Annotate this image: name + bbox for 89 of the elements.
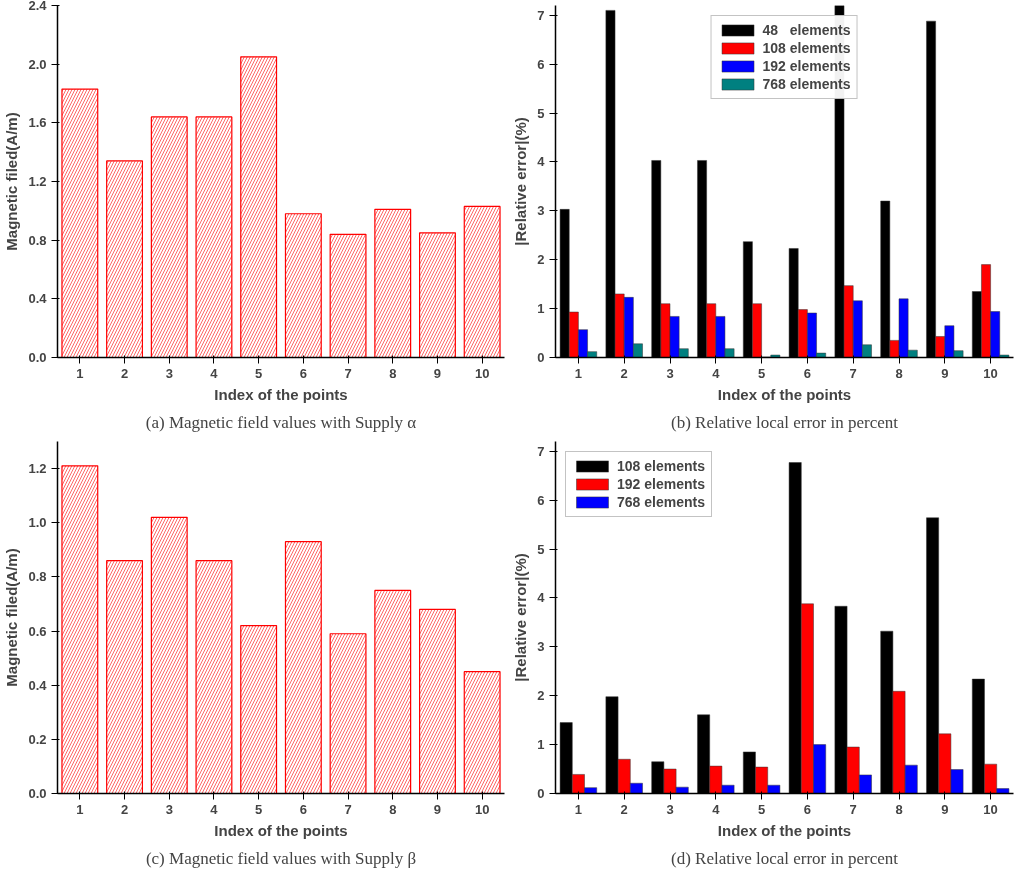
y-tick-label: 0.6	[28, 623, 47, 639]
x-tick-label: 6	[299, 801, 307, 817]
legend-label: 108 elements	[617, 458, 705, 474]
y-axis-title: |Relative error|(%)	[512, 553, 530, 682]
y-tick-label: 1.6	[28, 115, 47, 131]
legend-label: 768 elements	[762, 76, 851, 92]
y-tick-label: 5	[537, 541, 545, 557]
x-axis-title: Index of the points	[214, 821, 348, 839]
y-tick-label: 1.2	[28, 461, 47, 477]
x-tick-label: 5	[757, 365, 766, 381]
x-tick-label: 10	[983, 365, 998, 381]
y-axis-title: Magnetic filed(A/m)	[3, 548, 21, 687]
y-tick-label: 3	[537, 639, 545, 655]
x-tick-label: 9	[941, 365, 949, 381]
x-tick-label: 4	[210, 365, 219, 381]
y-tick-label: 0.8	[28, 232, 47, 248]
x-tick-label: 2	[620, 801, 628, 817]
y-tick-label: 2	[537, 252, 545, 268]
legend-label: 108 elements	[762, 40, 851, 56]
y-tick-label: 2.4	[28, 0, 48, 13]
y-tick-label: 7	[537, 7, 545, 23]
x-tick-label: 3	[666, 365, 674, 381]
y-tick-label: 0	[537, 786, 545, 801]
y-tick-label: 4	[537, 154, 546, 170]
legend-label: 768 elements	[617, 494, 705, 510]
x-axis-title: Index of the points	[717, 821, 852, 839]
x-tick-label: 3	[165, 801, 173, 817]
text: (c) Magnetic field values with Supply β	[145, 848, 417, 868]
x-tick-label: 6	[803, 365, 812, 381]
text: (a) Magnetic field values with Supply α	[145, 412, 417, 432]
x-tick-label: 8	[389, 365, 397, 381]
y-tick-label: 0.4	[28, 677, 48, 693]
y-tick-label: 2	[537, 688, 545, 704]
x-tick-label: 4	[210, 801, 219, 817]
y-tick-label: 0.0	[28, 786, 47, 801]
x-tick-label: 10	[983, 801, 998, 817]
y-tick-label: 0.2	[28, 731, 47, 747]
x-tick-label: 6	[299, 365, 307, 381]
x-tick-label: 9	[941, 801, 949, 817]
y-tick-label: 6	[537, 492, 545, 508]
x-tick-label: 3	[666, 801, 674, 817]
x-tick-label: 7	[849, 365, 857, 381]
x-tick-label: 4	[712, 365, 721, 381]
text: (b) Relative local error in percent	[670, 412, 899, 432]
x-tick-label: 5	[757, 801, 766, 817]
x-axis-title: Index of the points	[214, 385, 348, 403]
legend-label: 192 elements	[762, 58, 851, 74]
x-tick-label: 1	[76, 801, 84, 817]
y-tick-label: 4	[537, 590, 546, 606]
x-tick-label: 2	[620, 365, 628, 381]
y-tick-label: 0.8	[28, 569, 47, 585]
x-tick-label: 10	[474, 801, 490, 817]
x-tick-label: 1	[574, 365, 583, 381]
y-tick-label: 6	[537, 56, 545, 72]
y-tick-label: 0.0	[28, 350, 47, 365]
legend-label: 48 elements	[762, 22, 851, 38]
x-tick-label: 4	[712, 801, 721, 817]
y-tick-label: 2.0	[28, 56, 47, 72]
x-tick-label: 7	[849, 801, 857, 817]
text: (d) Relative local error in percent	[670, 848, 899, 868]
x-tick-label: 1	[76, 365, 84, 381]
x-tick-label: 10	[474, 365, 490, 381]
x-tick-label: 2	[120, 365, 129, 381]
y-tick-label: 0.4	[28, 291, 48, 307]
x-tick-label: 7	[344, 365, 352, 381]
x-tick-label: 2	[120, 801, 129, 817]
x-tick-label: 5	[255, 801, 263, 817]
y-tick-label: 1	[537, 737, 545, 753]
legend-label: 192 elements	[617, 476, 705, 492]
y-tick-label: 0	[537, 350, 545, 365]
y-axis-title: |Relative error|(%)	[512, 117, 530, 246]
x-tick-label: 8	[895, 801, 903, 817]
x-tick-label: 9	[433, 801, 442, 817]
y-axis-title: Magnetic filed(A/m)	[3, 112, 21, 251]
x-tick-label: 8	[895, 365, 903, 381]
x-tick-label: 9	[433, 365, 442, 381]
x-tick-label: 5	[255, 365, 263, 381]
y-tick-label: 5	[537, 105, 545, 121]
x-axis-title: Index of the points	[717, 385, 852, 403]
y-tick-label: 1.2	[28, 174, 47, 189]
x-tick-label: 1	[574, 801, 583, 817]
y-tick-label: 7	[537, 443, 545, 459]
x-tick-label: 3	[165, 365, 173, 381]
x-tick-label: 6	[803, 801, 812, 817]
y-tick-label: 1.0	[28, 515, 47, 531]
x-tick-label: 7	[344, 801, 352, 817]
y-tick-label: 1	[537, 301, 545, 317]
y-tick-label: 3	[537, 203, 545, 219]
x-tick-label: 8	[389, 801, 397, 817]
